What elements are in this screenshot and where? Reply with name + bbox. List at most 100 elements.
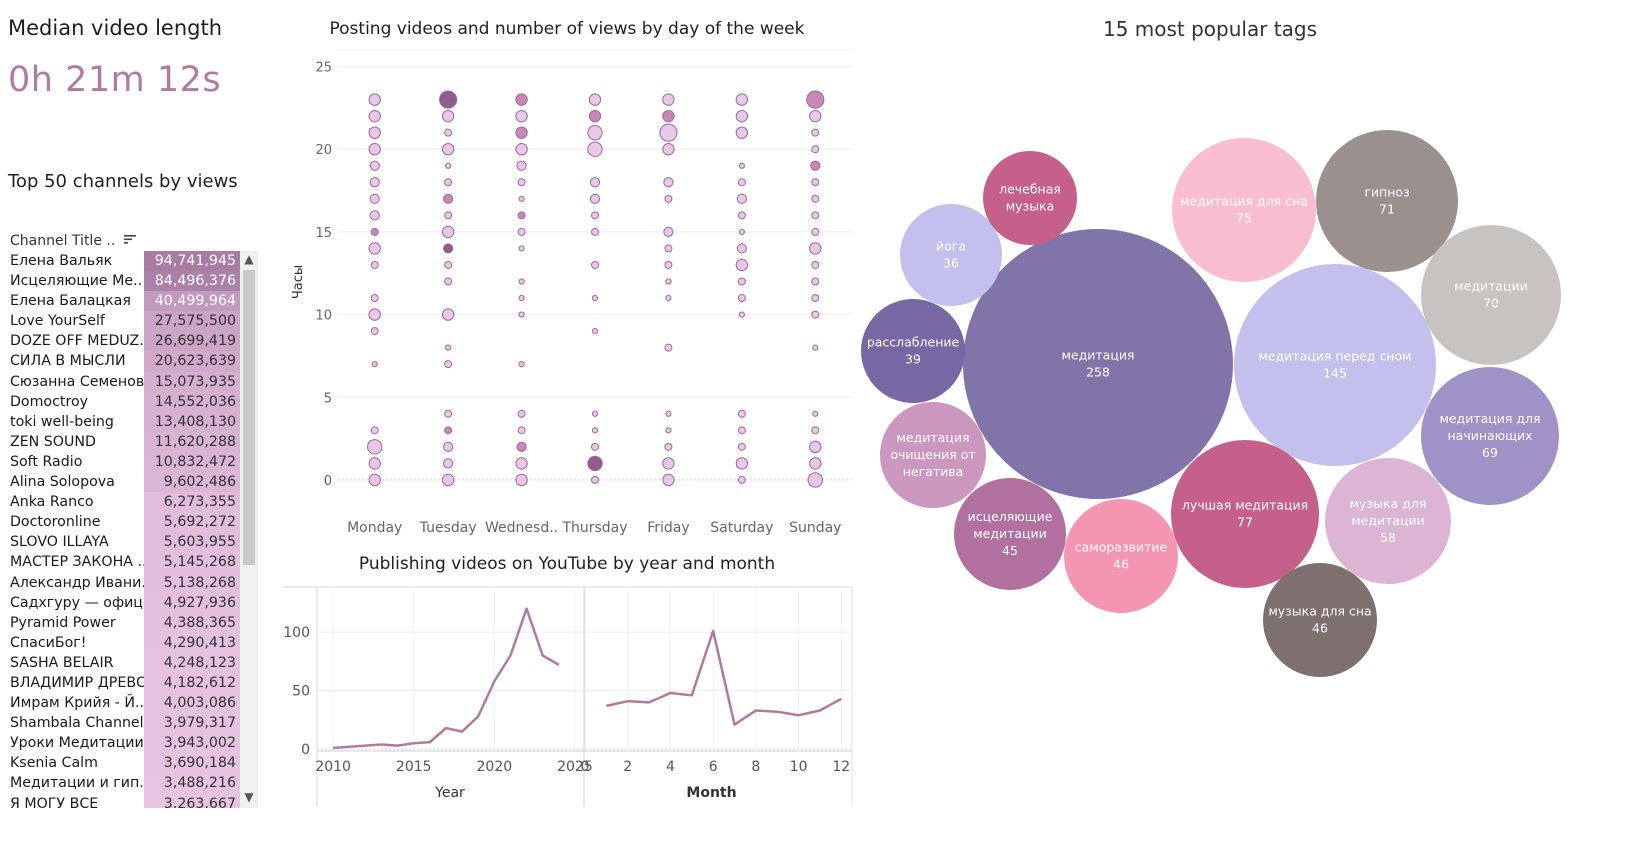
scatter-point[interactable] (811, 310, 820, 319)
tag-bubble[interactable]: гипноз 71 (1316, 130, 1458, 272)
line-series-month[interactable] (606, 629, 842, 726)
scatter-point[interactable] (737, 426, 746, 435)
tag-bubble-circle[interactable] (900, 204, 1002, 306)
scatter-point[interactable] (664, 260, 673, 269)
scatter-point[interactable] (811, 145, 820, 154)
scatter-point[interactable] (811, 277, 820, 286)
scatter-point[interactable] (445, 344, 452, 351)
scatter-point[interactable] (737, 442, 746, 451)
scatter-point[interactable] (736, 243, 747, 254)
scatter-point[interactable] (812, 410, 819, 417)
tag-bubble[interactable]: медитация для начинающих 69 (1421, 367, 1559, 505)
scatter-point[interactable] (591, 294, 599, 302)
scatter-point[interactable] (811, 260, 820, 269)
scatter-point[interactable] (665, 427, 672, 434)
tag-bubble[interactable]: расслабление 39 (861, 299, 965, 403)
scatter-point[interactable] (515, 126, 528, 139)
tag-bubble-circle[interactable] (1263, 563, 1377, 677)
tag-bubble[interactable]: медитация перед сном 145 (1234, 264, 1436, 466)
scatter-point[interactable] (736, 193, 747, 204)
scatter-point[interactable] (368, 93, 381, 106)
scatter-point[interactable] (370, 260, 379, 269)
scatter-point[interactable] (591, 475, 599, 484)
scatter-point[interactable] (809, 242, 822, 255)
scatter-point[interactable] (591, 227, 599, 236)
table-row[interactable]: СИЛА В МЫСЛИ 20,623,639 (8, 351, 254, 372)
scatter-point[interactable] (370, 294, 379, 303)
scatter-point[interactable] (588, 93, 602, 106)
tag-bubble[interactable]: медитация для сна 75 (1172, 138, 1316, 282)
tag-bubble[interactable]: лечебная музыка (983, 151, 1077, 245)
scatter-point[interactable] (662, 457, 675, 470)
scatter-point[interactable] (591, 328, 599, 335)
scatter-point[interactable] (368, 109, 381, 123)
scatter-point[interactable] (589, 177, 601, 188)
scatter-point[interactable] (737, 294, 746, 303)
scatter-point[interactable] (811, 194, 820, 203)
scatter-point[interactable] (518, 311, 525, 318)
scatter-point[interactable] (738, 162, 745, 169)
table-row[interactable]: Alina Solopova 9,602,486 (8, 472, 254, 493)
table-row[interactable]: Anka Ranco 6,273,355 (8, 492, 254, 513)
scatter-point[interactable] (517, 211, 526, 220)
scatter-point[interactable] (587, 455, 603, 472)
scatter-point[interactable] (441, 308, 455, 321)
scatter-point[interactable] (444, 211, 453, 220)
scatter-point[interactable] (591, 260, 599, 269)
tag-bubble-circle[interactable] (1421, 367, 1559, 505)
scatter-point[interactable] (662, 143, 675, 156)
tag-bubble-circle[interactable] (983, 151, 1077, 245)
scatter-point[interactable] (735, 258, 749, 272)
table-row[interactable]: Domoctroy 14,552,036 (8, 391, 254, 412)
scatter-point[interactable] (444, 409, 453, 418)
table-row[interactable]: Уроки Медитации 3,943,002 (8, 733, 254, 754)
scatter-point[interactable] (441, 143, 455, 156)
tag-bubble-circle[interactable] (963, 229, 1233, 499)
table-row[interactable]: DOZE OFF MEDUZ.. 26,699,419 (8, 331, 254, 352)
scatter-point[interactable] (517, 227, 526, 236)
scatter-point[interactable] (444, 426, 453, 435)
tag-bubble-circle[interactable] (954, 478, 1066, 590)
scatter-point[interactable] (812, 344, 819, 351)
scatter-point[interactable] (443, 193, 454, 204)
table-row[interactable]: Александр Ивани.. 5,138,268 (8, 572, 254, 593)
scatter-point[interactable] (738, 311, 745, 318)
scatter-point[interactable] (370, 426, 379, 435)
tag-bubble-circle[interactable] (1316, 130, 1458, 272)
table-row[interactable]: Садхгуру — офиц.. 4,927,936 (8, 592, 254, 613)
scatter-point[interactable] (737, 178, 746, 187)
tag-bubble-circle[interactable] (880, 402, 986, 508)
table-row[interactable]: МАСТЕР ЗАКОНА .. 5,145,268 (8, 552, 254, 573)
tag-bubble[interactable]: музыка для медитации 58 (1325, 458, 1451, 584)
scatter-point[interactable] (443, 243, 454, 254)
scatter-point[interactable] (369, 160, 380, 171)
scatter-point[interactable] (439, 90, 458, 109)
scatter-point[interactable] (810, 160, 821, 171)
scatter-point[interactable] (659, 123, 678, 142)
scatter-point[interactable] (737, 277, 746, 286)
tag-bubble[interactable]: медитация очищения от негатива (880, 402, 986, 508)
table-row[interactable]: SASHA BELAIR 4,248,123 (8, 652, 254, 673)
scatter-point[interactable] (663, 177, 674, 188)
tag-bubble[interactable]: музыка для сна 46 (1263, 563, 1377, 677)
scatter-point[interactable] (515, 109, 528, 123)
scatter-point[interactable] (811, 178, 820, 187)
tag-bubble[interactable]: саморазвитие 46 (1064, 499, 1178, 613)
scatter-point[interactable] (662, 93, 675, 106)
scroll-up-icon[interactable]: ▲ (244, 252, 254, 266)
scatter-point[interactable] (811, 426, 820, 435)
channel-title-header[interactable]: Channel Title .. (10, 233, 137, 249)
tag-bubble[interactable]: йога 36 (900, 204, 1002, 306)
scatter-point[interactable] (369, 177, 380, 188)
scatter-point[interactable] (368, 242, 381, 255)
scatter-point[interactable] (811, 227, 820, 236)
scatter-point[interactable] (515, 143, 528, 156)
table-row[interactable]: Елена Вальяк 94,741,945 (8, 251, 254, 272)
scatter-point[interactable] (591, 442, 599, 451)
scatter-point[interactable] (444, 128, 453, 137)
scatter-point[interactable] (738, 228, 745, 235)
table-row[interactable]: toki well-being 13,408,130 (8, 411, 254, 432)
scatter-point[interactable] (811, 128, 820, 137)
scatter-point[interactable] (664, 194, 673, 203)
scatter-point[interactable] (735, 93, 749, 106)
